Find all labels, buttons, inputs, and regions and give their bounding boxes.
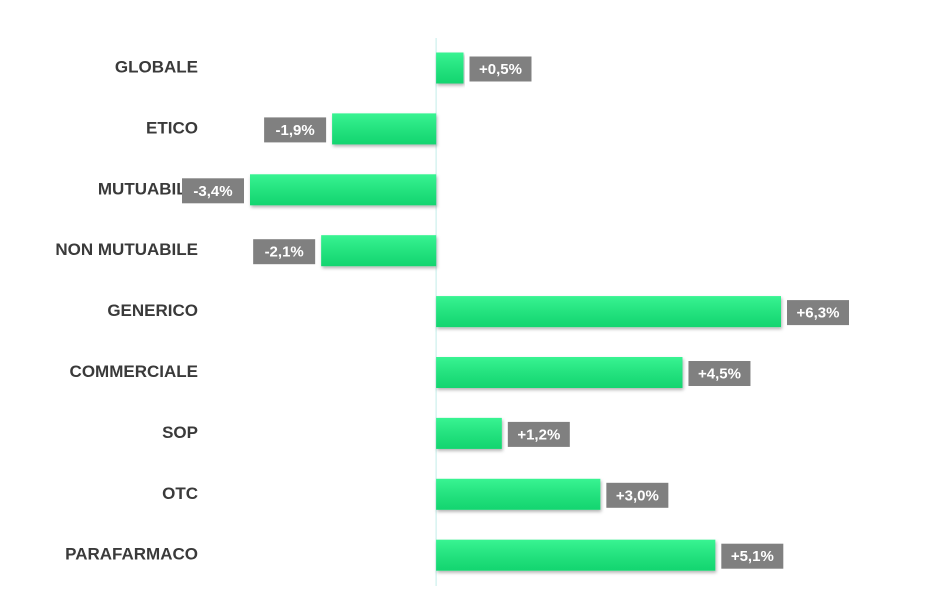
value-label-box bbox=[469, 56, 532, 82]
bar-shade bbox=[321, 235, 437, 267]
value-label-box bbox=[688, 361, 751, 386]
bar-shade bbox=[436, 478, 601, 510]
bar-shade bbox=[436, 296, 781, 328]
value-label: +4,5% bbox=[698, 365, 741, 382]
category-label: PARAFARMACO bbox=[65, 545, 198, 564]
category-label: GLOBALE bbox=[115, 57, 198, 76]
value-label: -2,1% bbox=[265, 244, 304, 261]
bar-shade bbox=[332, 113, 437, 145]
value-label-box bbox=[606, 482, 669, 508]
value-label-box bbox=[721, 543, 784, 569]
value-label-box bbox=[507, 421, 570, 447]
category-label: GENERICO bbox=[107, 301, 198, 320]
bar-shade bbox=[436, 52, 464, 84]
value-label-box bbox=[253, 239, 316, 265]
category-label: MUTUABILE bbox=[98, 179, 198, 198]
value-label-box bbox=[264, 117, 327, 143]
value-label-box bbox=[182, 178, 244, 204]
category-label: OTC bbox=[162, 484, 198, 503]
value-label: -3,4% bbox=[193, 183, 232, 200]
category-label: NON MUTUABILE bbox=[55, 240, 198, 259]
value-label: +1,2% bbox=[517, 426, 560, 443]
bar-shade bbox=[436, 417, 502, 449]
value-label: +3,0% bbox=[616, 487, 659, 504]
category-label: COMMERCIALE bbox=[70, 362, 198, 381]
bar-shade bbox=[436, 539, 716, 571]
bar-shade bbox=[250, 174, 437, 206]
value-label: -1,9% bbox=[276, 122, 315, 139]
category-label: SOP bbox=[162, 423, 198, 442]
category-label: ETICO bbox=[146, 118, 198, 137]
bar-shade bbox=[436, 357, 683, 388]
value-label: +6,3% bbox=[797, 305, 840, 322]
value-label: +5,1% bbox=[731, 548, 774, 565]
value-label: +0,5% bbox=[479, 61, 522, 78]
value-label-box bbox=[787, 300, 849, 326]
